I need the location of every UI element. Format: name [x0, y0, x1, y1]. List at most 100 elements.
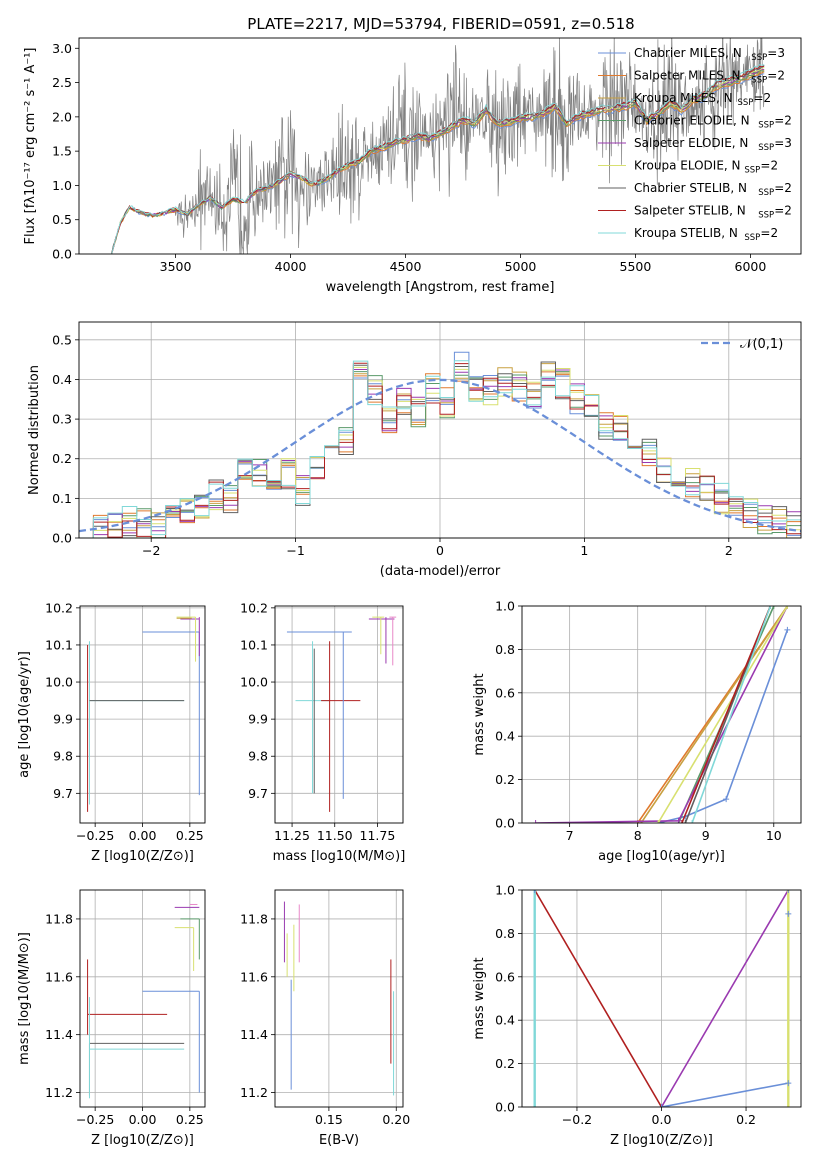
y-tick-label: 0.6	[495, 685, 515, 700]
y-tick-label: 0.4	[495, 1013, 515, 1028]
y-tick-label: 0.5	[52, 212, 72, 227]
y-tick-label: 10.0	[240, 675, 268, 690]
y-tick-label: 10.0	[45, 675, 73, 690]
y-tick-label: 11.2	[240, 1085, 268, 1100]
legend-subscript: SSP	[758, 121, 774, 131]
x-tick-label: 7	[566, 828, 574, 843]
y-tick-label: 0.2	[52, 451, 72, 466]
x-tick-label: 0.0	[652, 1112, 672, 1127]
legend-label: Kroupa MILES, N	[634, 91, 733, 105]
x-tick-label: 10	[766, 828, 782, 843]
data-spectrum-line	[110, 38, 765, 254]
y-tick-label: 9.7	[248, 786, 268, 801]
legend-subscript: SSP	[751, 53, 767, 63]
x-tick-label: 6000	[735, 259, 767, 274]
x-tick-label: 5000	[505, 259, 537, 274]
x-tick-label: 4000	[275, 259, 307, 274]
y-tick-label: 3.0	[52, 41, 72, 56]
y-axis-label: Normed distribution	[27, 365, 42, 495]
y-tick-label: 11.2	[45, 1085, 73, 1100]
plot-area-residuals	[79, 351, 801, 538]
figure-title: PLATE=2217, MJD=53794, FIBERID=0591, z=0…	[247, 15, 634, 33]
legend-label: Chabrier MILES, N	[634, 46, 742, 60]
plot-area-mass-vs-z	[87, 903, 200, 1099]
legend-count: =2	[774, 181, 792, 195]
x-axis-label: (data-model)/error	[380, 564, 501, 579]
x-tick-label: 11.50	[317, 828, 353, 843]
y-tick-label: 11.4	[240, 1027, 268, 1042]
y-tick-label: 0.2	[495, 772, 515, 787]
axes-frame	[78, 321, 802, 539]
y-tick-label: 1.0	[495, 883, 515, 898]
weight-line	[657, 629, 789, 823]
legend: 𝒩(0,1)	[701, 337, 783, 352]
y-tick-label: 10.1	[45, 637, 73, 652]
y-tick-label: 11.6	[240, 969, 268, 984]
legend-label: Salpeter ELODIE, N	[634, 136, 748, 150]
x-tick-label: −1	[286, 543, 304, 558]
x-tick-label: −0.25	[76, 828, 114, 843]
y-tick-label: 1.5	[52, 144, 72, 159]
axes-frame	[521, 605, 802, 824]
legend-label: Chabrier STELIB, N	[634, 181, 747, 195]
axes-frame	[79, 889, 206, 1108]
plot-area-age-vs-z	[87, 616, 200, 812]
axes-frame	[79, 605, 206, 824]
y-tick-label: 1.0	[495, 599, 515, 614]
y-tick-label: 0.4	[495, 729, 515, 744]
x-axis-label: wavelength [Angstrom, rest frame]	[326, 280, 555, 295]
legend-subscript: SSP	[758, 188, 774, 198]
y-tick-label: 10.2	[240, 600, 268, 615]
model-spectrum-line	[111, 64, 765, 254]
normal-distribution-curve	[79, 378, 801, 533]
legend-label: Kroupa ELODIE, N	[634, 159, 741, 173]
x-tick-label: 5500	[620, 259, 652, 274]
x-tick-label: 0.00	[129, 828, 157, 843]
legend-count: =2	[767, 69, 785, 83]
axes-frame	[78, 37, 802, 255]
x-tick-label: 2	[725, 543, 733, 558]
plot-area-age-vs-mass	[286, 616, 397, 812]
y-tick-label: 0.8	[495, 926, 515, 941]
x-tick-label: −0.25	[76, 1112, 114, 1127]
legend-subscript: SSP	[751, 76, 767, 86]
y-tick-label: 0.0	[52, 531, 72, 546]
y-tick-label: 2.0	[52, 109, 72, 124]
x-tick-label: 3500	[160, 259, 192, 274]
plot-area-weight-vs-age	[532, 606, 791, 823]
y-tick-label: 0.0	[52, 247, 72, 262]
legend-count: =2	[760, 159, 778, 173]
legend-subscript: SSP	[738, 98, 754, 108]
x-tick-label: −0.2	[562, 1112, 592, 1127]
x-axis-label: mass [log10(M/M⊙)]	[273, 849, 406, 864]
plot-area-mass-vs-ebv	[283, 901, 395, 1096]
weight-line	[657, 606, 789, 823]
x-axis-label: Z [log10(Z/Z⊙)]	[91, 849, 194, 864]
weight-line	[640, 606, 789, 823]
legend-subscript: SSP	[744, 233, 760, 243]
x-axis-label: Z [log10(Z/Z⊙)]	[610, 1133, 713, 1148]
x-tick-label: 9	[702, 828, 710, 843]
weight-line	[691, 606, 772, 823]
legend-count: =2	[774, 204, 792, 218]
legend-label: 𝒩(0,1)	[740, 337, 783, 352]
y-tick-label: 0.3	[52, 412, 72, 427]
y-tick-label: 10.1	[240, 637, 268, 652]
legend-subscript: SSP	[758, 143, 774, 153]
histogram-step	[79, 361, 801, 538]
y-tick-label: 11.8	[240, 911, 268, 926]
y-tick-label: 0.8	[495, 642, 515, 657]
x-tick-label: 0	[436, 543, 444, 558]
x-tick-label: 0.25	[176, 1112, 204, 1127]
weight-line	[534, 890, 663, 1107]
y-axis-label: mass weight	[472, 673, 487, 755]
y-axis-label: age [log10(age/yr)]	[17, 651, 32, 778]
y-tick-label: 0.0	[495, 816, 515, 831]
y-axis-label: Flux [fλ10⁻¹⁷ erg cm⁻² s⁻¹ A⁻¹]	[23, 48, 38, 245]
weight-line	[660, 890, 789, 1107]
y-axis-label: mass weight	[472, 957, 487, 1039]
y-tick-label: 11.6	[45, 969, 73, 984]
legend-count: =3	[774, 136, 792, 150]
